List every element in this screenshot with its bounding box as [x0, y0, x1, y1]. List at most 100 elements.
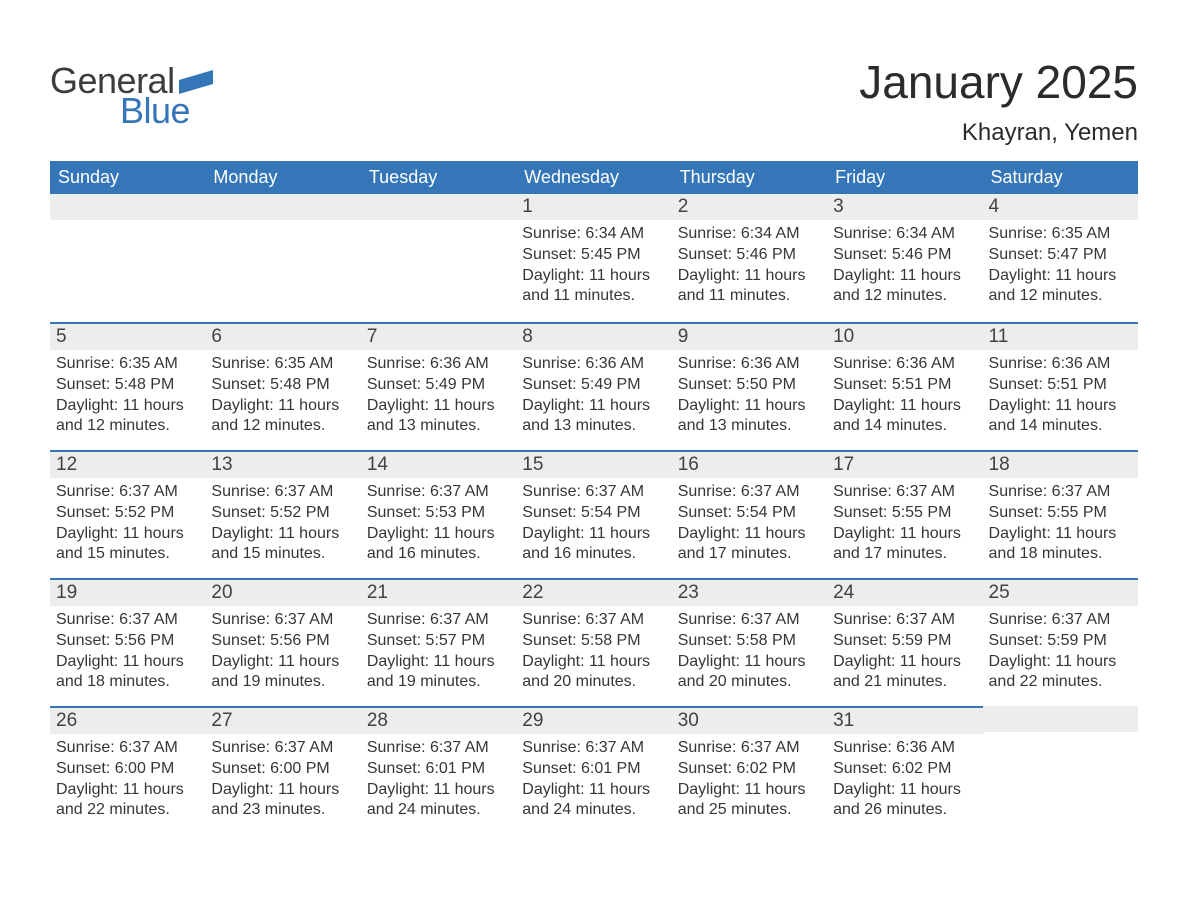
calendar-day-cell: 13Sunrise: 6:37 AMSunset: 5:52 PMDayligh…: [205, 450, 360, 578]
daylight-line: Daylight: 11 hours and 11 minutes.: [678, 266, 821, 308]
daylight-line: Daylight: 11 hours and 14 minutes.: [989, 396, 1132, 438]
sunset-line: Sunset: 5:52 PM: [56, 503, 199, 524]
day-body: Sunrise: 6:37 AMSunset: 5:58 PMDaylight:…: [672, 606, 827, 701]
daylight-line: Daylight: 11 hours and 26 minutes.: [833, 780, 976, 822]
page-title: January 2025: [859, 55, 1138, 109]
day-number: 1: [516, 194, 671, 220]
calendar-day-cell: 23Sunrise: 6:37 AMSunset: 5:58 PMDayligh…: [672, 578, 827, 706]
calendar-day-cell: 16Sunrise: 6:37 AMSunset: 5:54 PMDayligh…: [672, 450, 827, 578]
day-number: 29: [516, 706, 671, 734]
day-body: Sunrise: 6:36 AMSunset: 5:51 PMDaylight:…: [983, 350, 1138, 445]
sunrise-line: Sunrise: 6:37 AM: [211, 610, 354, 631]
weekday-header: Friday: [827, 161, 982, 194]
sunrise-line: Sunrise: 6:37 AM: [56, 738, 199, 759]
day-number: 21: [361, 578, 516, 606]
day-body: Sunrise: 6:36 AMSunset: 5:51 PMDaylight:…: [827, 350, 982, 445]
calendar-week-row: 12Sunrise: 6:37 AMSunset: 5:52 PMDayligh…: [50, 450, 1138, 578]
daylight-line: Daylight: 11 hours and 13 minutes.: [678, 396, 821, 438]
calendar-day-cell: 29Sunrise: 6:37 AMSunset: 6:01 PMDayligh…: [516, 706, 671, 834]
day-body: Sunrise: 6:37 AMSunset: 6:02 PMDaylight:…: [672, 734, 827, 829]
daylight-line: Daylight: 11 hours and 14 minutes.: [833, 396, 976, 438]
sunrise-line: Sunrise: 6:37 AM: [522, 738, 665, 759]
sunset-line: Sunset: 5:50 PM: [678, 375, 821, 396]
flag-icon: [179, 70, 213, 94]
empty-day-bar: [50, 194, 205, 220]
calendar-day-cell: 2Sunrise: 6:34 AMSunset: 5:46 PMDaylight…: [672, 194, 827, 322]
day-body: Sunrise: 6:37 AMSunset: 6:01 PMDaylight:…: [516, 734, 671, 829]
day-number: 26: [50, 706, 205, 734]
day-number: 31: [827, 706, 982, 734]
calendar-day-cell: 19Sunrise: 6:37 AMSunset: 5:56 PMDayligh…: [50, 578, 205, 706]
day-body: Sunrise: 6:37 AMSunset: 5:56 PMDaylight:…: [205, 606, 360, 701]
weekday-header: Sunday: [50, 161, 205, 194]
calendar-day-cell: 17Sunrise: 6:37 AMSunset: 5:55 PMDayligh…: [827, 450, 982, 578]
day-body: Sunrise: 6:34 AMSunset: 5:46 PMDaylight:…: [672, 220, 827, 315]
calendar-day-cell: 1Sunrise: 6:34 AMSunset: 5:45 PMDaylight…: [516, 194, 671, 322]
sunrise-line: Sunrise: 6:36 AM: [833, 354, 976, 375]
sunset-line: Sunset: 5:49 PM: [522, 375, 665, 396]
sunrise-line: Sunrise: 6:35 AM: [211, 354, 354, 375]
sunrise-line: Sunrise: 6:34 AM: [522, 224, 665, 245]
sunrise-line: Sunrise: 6:37 AM: [678, 738, 821, 759]
daylight-line: Daylight: 11 hours and 12 minutes.: [211, 396, 354, 438]
weekday-header: Tuesday: [361, 161, 516, 194]
daylight-line: Daylight: 11 hours and 22 minutes.: [56, 780, 199, 822]
sunrise-line: Sunrise: 6:37 AM: [56, 482, 199, 503]
day-number: 7: [361, 322, 516, 350]
calendar-day-cell: 18Sunrise: 6:37 AMSunset: 5:55 PMDayligh…: [983, 450, 1138, 578]
sunset-line: Sunset: 5:58 PM: [522, 631, 665, 652]
daylight-line: Daylight: 11 hours and 20 minutes.: [522, 652, 665, 694]
calendar-day-cell: [205, 194, 360, 322]
sunrise-line: Sunrise: 6:36 AM: [989, 354, 1132, 375]
day-number: 18: [983, 450, 1138, 478]
day-body: Sunrise: 6:35 AMSunset: 5:47 PMDaylight:…: [983, 220, 1138, 315]
empty-day-bar: [361, 194, 516, 220]
calendar-day-cell: 3Sunrise: 6:34 AMSunset: 5:46 PMDaylight…: [827, 194, 982, 322]
day-body: Sunrise: 6:37 AMSunset: 6:00 PMDaylight:…: [205, 734, 360, 829]
day-number: 25: [983, 578, 1138, 606]
day-number: 13: [205, 450, 360, 478]
calendar-day-cell: 14Sunrise: 6:37 AMSunset: 5:53 PMDayligh…: [361, 450, 516, 578]
sunrise-line: Sunrise: 6:37 AM: [367, 482, 510, 503]
day-body: Sunrise: 6:37 AMSunset: 6:00 PMDaylight:…: [50, 734, 205, 829]
daylight-line: Daylight: 11 hours and 19 minutes.: [367, 652, 510, 694]
daylight-line: Daylight: 11 hours and 18 minutes.: [989, 524, 1132, 566]
sunset-line: Sunset: 5:55 PM: [989, 503, 1132, 524]
daylight-line: Daylight: 11 hours and 12 minutes.: [56, 396, 199, 438]
sunrise-line: Sunrise: 6:35 AM: [56, 354, 199, 375]
day-number: 16: [672, 450, 827, 478]
calendar-day-cell: 6Sunrise: 6:35 AMSunset: 5:48 PMDaylight…: [205, 322, 360, 450]
sunrise-line: Sunrise: 6:37 AM: [56, 610, 199, 631]
sunset-line: Sunset: 6:02 PM: [833, 759, 976, 780]
calendar-day-cell: 7 Sunrise: 6:36 AMSunset: 5:49 PMDaylight…: [361, 322, 516, 450]
day-body: Sunrise: 6:37 AMSunset: 5:58 PMDaylight:…: [516, 606, 671, 701]
calendar-day-cell: 8Sunrise: 6:36 AMSunset: 5:49 PMDaylight…: [516, 322, 671, 450]
day-number: 22: [516, 578, 671, 606]
calendar-body: 1Sunrise: 6:34 AMSunset: 5:45 PMDaylight…: [50, 194, 1138, 834]
daylight-line: Daylight: 11 hours and 17 minutes.: [678, 524, 821, 566]
sunrise-line: Sunrise: 6:37 AM: [211, 482, 354, 503]
daylight-line: Daylight: 11 hours and 20 minutes.: [678, 652, 821, 694]
day-number: 6: [205, 322, 360, 350]
calendar-week-row: 5Sunrise: 6:35 AMSunset: 5:48 PMDaylight…: [50, 322, 1138, 450]
day-number: 8: [516, 322, 671, 350]
calendar-day-cell: 28Sunrise: 6:37 AMSunset: 6:01 PMDayligh…: [361, 706, 516, 834]
daylight-line: Daylight: 11 hours and 12 minutes.: [833, 266, 976, 308]
calendar-day-cell: 26Sunrise: 6:37 AMSunset: 6:00 PMDayligh…: [50, 706, 205, 834]
sunrise-line: Sunrise: 6:37 AM: [833, 482, 976, 503]
sunrise-line: Sunrise: 6:36 AM: [367, 354, 510, 375]
empty-day-bar: [983, 706, 1138, 732]
day-body: Sunrise: 6:36 AMSunset: 6:02 PMDaylight:…: [827, 734, 982, 829]
day-number: 23: [672, 578, 827, 606]
day-body: Sunrise: 6:37 AMSunset: 5:55 PMDaylight:…: [983, 478, 1138, 573]
day-number: 11: [983, 322, 1138, 350]
sunset-line: Sunset: 5:49 PM: [367, 375, 510, 396]
calendar-day-cell: 10Sunrise: 6:36 AMSunset: 5:51 PMDayligh…: [827, 322, 982, 450]
sunrise-line: Sunrise: 6:36 AM: [522, 354, 665, 375]
daylight-line: Daylight: 11 hours and 13 minutes.: [367, 396, 510, 438]
sunset-line: Sunset: 5:46 PM: [833, 245, 976, 266]
daylight-line: Daylight: 11 hours and 22 minutes.: [989, 652, 1132, 694]
weekday-header: Thursday: [672, 161, 827, 194]
day-body: Sunrise: 6:37 AMSunset: 5:57 PMDaylight:…: [361, 606, 516, 701]
sunrise-line: Sunrise: 6:37 AM: [833, 610, 976, 631]
